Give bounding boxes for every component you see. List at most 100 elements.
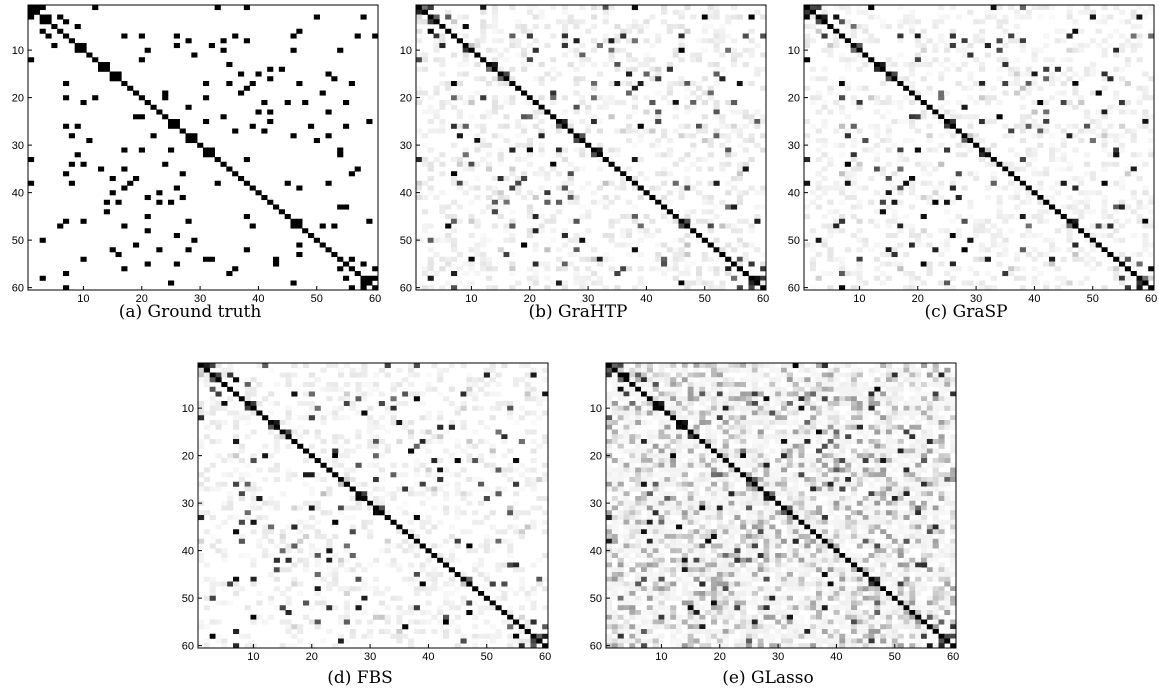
heatmap-cell <box>338 367 345 373</box>
heatmap-cell <box>596 261 603 267</box>
heatmap-cell <box>355 410 362 416</box>
heatmap-cell <box>1072 19 1079 25</box>
heatmap-cell <box>949 119 956 125</box>
heatmap-cell <box>932 367 939 373</box>
heatmap-cell <box>833 128 840 134</box>
heatmap-cell <box>1072 28 1079 34</box>
heatmap-cell <box>833 424 840 430</box>
heatmap-cell <box>433 33 440 39</box>
heatmap-cell <box>821 19 828 25</box>
heatmap-cell <box>561 157 568 163</box>
heatmap-cell <box>713 66 720 72</box>
heatmap-cell <box>792 391 799 397</box>
heatmap-cell <box>373 439 380 445</box>
heatmap-cell <box>466 377 473 383</box>
heatmap-cell <box>373 477 380 483</box>
heatmap-cell <box>1043 100 1050 106</box>
heatmap-cell <box>443 581 450 587</box>
heatmap-cell <box>827 223 834 229</box>
heatmap-cell <box>215 377 222 383</box>
heatmap-cell <box>1008 195 1015 201</box>
heatmap-cell <box>1089 71 1096 77</box>
heatmap-cell <box>478 500 485 506</box>
heatmap-cell <box>699 434 706 440</box>
heatmap-cell <box>439 285 446 291</box>
heatmap-cell <box>332 472 339 478</box>
heatmap-cell <box>530 386 537 392</box>
heatmap-cell <box>325 133 332 139</box>
heatmap-cell <box>1124 81 1131 87</box>
heatmap-cell <box>443 491 450 497</box>
heatmap-cell <box>443 481 450 487</box>
heatmap-cell <box>1142 237 1149 243</box>
heatmap-cell <box>413 586 420 592</box>
heatmap-cell <box>821 363 828 369</box>
heatmap-cell <box>343 448 350 454</box>
heatmap-cell <box>384 586 391 592</box>
heatmap-cell <box>203 367 210 373</box>
heatmap-cell <box>844 133 851 139</box>
heatmap-cell <box>868 367 875 373</box>
heatmap-cell <box>886 424 893 430</box>
heatmap-cell <box>728 391 735 397</box>
heatmap-cell <box>497 52 504 58</box>
heatmap-cell <box>1101 252 1108 258</box>
heatmap-cell <box>856 275 863 281</box>
heatmap-cell <box>751 386 758 392</box>
heatmap-cell <box>121 147 128 153</box>
heatmap-cell <box>786 424 793 430</box>
heatmap-cell <box>262 500 269 506</box>
heatmap-cell <box>833 363 840 369</box>
heatmap-cell <box>690 209 697 215</box>
heatmap-cell <box>944 424 951 430</box>
heatmap-cell <box>810 458 817 464</box>
heatmap-cell <box>86 138 93 144</box>
heatmap-cell <box>1148 252 1155 258</box>
heatmap-cell <box>1124 128 1131 134</box>
heatmap-cell <box>915 410 922 416</box>
heatmap-cell <box>751 377 758 383</box>
heatmap-cell <box>413 472 420 478</box>
heatmap-cell <box>443 600 450 606</box>
heatmap-cell <box>1037 14 1044 20</box>
heatmap-cell <box>80 100 87 106</box>
heatmap-cell <box>530 396 537 402</box>
heatmap-cell <box>198 515 205 521</box>
heatmap-cell <box>354 166 361 172</box>
heatmap-cell <box>687 462 694 468</box>
heatmap-cell <box>920 33 927 39</box>
heatmap-cell <box>921 382 928 388</box>
heatmap-cell <box>1049 81 1056 87</box>
heatmap-cell <box>279 567 286 573</box>
heatmap-cell <box>635 453 642 459</box>
heatmap-cell <box>1113 237 1120 243</box>
heatmap-cell <box>591 119 598 125</box>
heatmap-cell <box>456 180 463 186</box>
y-tick-label: 20 <box>788 93 800 105</box>
heatmap-cell <box>617 396 624 402</box>
heatmap-cell <box>655 138 662 144</box>
heatmap-cell <box>413 458 420 464</box>
heatmap-cell <box>561 233 568 239</box>
panel-ground-truth: 10 20 30 40 50 60 10 20 30 40 50 60 (a) Ground trut… <box>0 0 381 325</box>
heatmap-cell <box>990 161 997 167</box>
heatmap-cell <box>967 76 974 82</box>
heatmap-cell <box>232 266 239 272</box>
heatmap-cell <box>701 280 708 286</box>
heatmap-cell <box>731 261 738 267</box>
heatmap-cell <box>550 90 557 96</box>
heatmap-cell <box>996 161 1003 167</box>
heatmap-cell <box>886 377 893 383</box>
heatmap-cell <box>338 633 345 639</box>
heatmap-cell <box>320 605 327 611</box>
heatmap-cell <box>1054 90 1061 96</box>
heatmap-cell <box>285 410 292 416</box>
heatmap-cell <box>1124 38 1131 44</box>
heatmap-cell <box>1130 47 1137 53</box>
heatmap-cell <box>984 43 991 49</box>
heatmap-cell <box>138 95 145 101</box>
heatmap-cell <box>203 595 210 601</box>
heatmap-cell <box>448 605 455 611</box>
heatmap-cell <box>495 491 502 497</box>
heatmap-cell <box>567 62 574 68</box>
